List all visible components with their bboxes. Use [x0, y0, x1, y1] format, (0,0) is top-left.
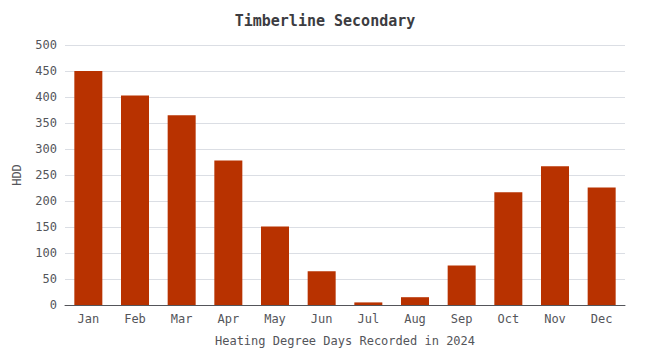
svg-text:Jun: Jun	[311, 312, 333, 326]
svg-text:150: 150	[35, 220, 57, 234]
svg-text:Timberline Secondary: Timberline Secondary	[235, 12, 416, 30]
svg-text:Oct: Oct	[497, 312, 519, 326]
svg-text:300: 300	[35, 142, 57, 156]
svg-text:250: 250	[35, 168, 57, 182]
svg-text:350: 350	[35, 116, 57, 130]
svg-text:Jul: Jul	[357, 312, 379, 326]
svg-text:May: May	[264, 312, 286, 326]
svg-text:Sep: Sep	[451, 312, 473, 326]
svg-text:Feb: Feb	[124, 312, 146, 326]
svg-text:Apr: Apr	[217, 312, 239, 326]
svg-text:500: 500	[35, 38, 57, 52]
svg-text:50: 50	[43, 272, 57, 286]
svg-text:Heating Degree Days Recorded i: Heating Degree Days Recorded in 2024	[215, 334, 475, 348]
svg-text:Jan: Jan	[77, 312, 99, 326]
svg-text:Aug: Aug	[404, 312, 426, 326]
svg-text:Mar: Mar	[171, 312, 193, 326]
svg-text:Dec: Dec	[591, 312, 613, 326]
svg-text:400: 400	[35, 90, 57, 104]
svg-text:450: 450	[35, 64, 57, 78]
svg-text:HDD: HDD	[10, 164, 24, 186]
svg-text:0: 0	[50, 298, 57, 312]
svg-text:100: 100	[35, 246, 57, 260]
svg-text:Nov: Nov	[544, 312, 566, 326]
svg-text:200: 200	[35, 194, 57, 208]
